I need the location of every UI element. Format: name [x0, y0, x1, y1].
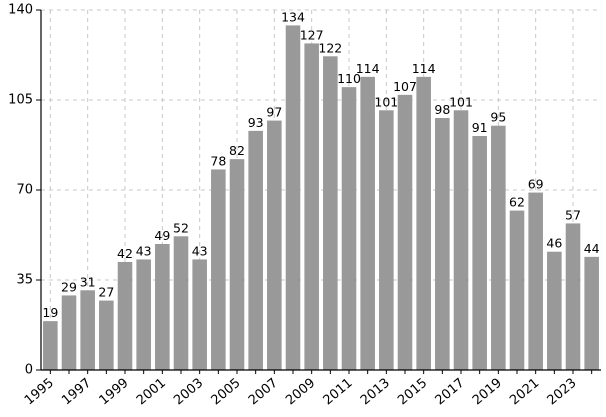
y-tick-label-35: 35 [16, 273, 33, 288]
data-label-2013: 101 [374, 94, 398, 109]
bar-2002 [173, 236, 189, 370]
bar-1996 [61, 295, 77, 370]
bar-2000 [136, 259, 151, 370]
x-tick-label-2001: 2001 [134, 376, 169, 409]
data-label-2009: 127 [300, 27, 324, 42]
y-tick-label-70: 70 [16, 183, 33, 198]
x-tick-label-2021: 2021 [507, 376, 542, 409]
bars [43, 25, 599, 371]
bar-2020 [509, 210, 525, 370]
data-label-2000: 43 [136, 243, 152, 258]
x-tick-label-2019: 2019 [470, 376, 505, 409]
data-label-2017: 101 [449, 94, 473, 109]
x-tick-label-2007: 2007 [246, 376, 281, 409]
bar-2007 [267, 120, 282, 370]
bar-2001 [155, 244, 170, 370]
bar-2004 [211, 169, 226, 370]
bar-1995 [43, 321, 58, 370]
data-label-2014: 107 [393, 79, 417, 94]
data-label-2010: 122 [318, 40, 342, 55]
bar-2003 [192, 259, 207, 370]
data-label-2022: 46 [546, 236, 562, 251]
data-label-1997: 31 [80, 274, 96, 289]
data-label-2008: 134 [281, 9, 305, 24]
x-tick-label-2011: 2011 [321, 376, 356, 409]
x-tick-label-1997: 1997 [59, 376, 94, 409]
bar-2022 [547, 251, 562, 370]
data-label-1995: 19 [42, 305, 58, 320]
x-tick-label-1999: 1999 [97, 376, 132, 409]
bar-2011 [341, 87, 357, 371]
x-tick-label-2013: 2013 [358, 376, 393, 409]
x-tick-label-2023: 2023 [545, 376, 580, 409]
bar-2017 [453, 110, 469, 371]
bar-2016 [435, 118, 450, 370]
bar-2014 [397, 94, 413, 370]
bar-1998 [99, 300, 114, 370]
bar-2013 [379, 110, 394, 371]
data-label-1998: 27 [98, 285, 114, 300]
bar-2023 [565, 223, 581, 370]
y-tick-label-105: 105 [8, 93, 33, 108]
bar-2015 [416, 76, 431, 370]
data-label-2016: 98 [434, 102, 450, 117]
x-axis-ticks: 1995 1997 1999 2001 2003 2005 2007 2009 2011 2013… [22, 370, 593, 409]
data-label-2015: 114 [412, 61, 436, 76]
data-label-2020: 62 [509, 195, 525, 210]
x-tick-label-2015: 2015 [395, 376, 430, 409]
x-tick-label-2003: 2003 [171, 376, 206, 409]
bar-2021 [528, 192, 543, 370]
bar-2008 [285, 25, 301, 371]
y-tick-label-140: 140 [8, 3, 33, 18]
data-label-1999: 42 [117, 246, 133, 261]
bar-2019 [491, 125, 506, 370]
data-label-2024: 44 [584, 241, 600, 256]
data-label-2001: 49 [154, 228, 170, 243]
data-label-2007: 97 [266, 105, 282, 120]
bar-2006 [248, 130, 263, 370]
x-tick-label-2009: 2009 [283, 376, 318, 409]
data-label-2002: 52 [173, 220, 189, 235]
bar-2009 [304, 43, 319, 371]
data-label-2019: 95 [490, 110, 506, 125]
bar-2024 [584, 256, 599, 370]
data-label-2005: 82 [229, 143, 245, 158]
y-axis-ticks: 0 35 70 105 140 [8, 3, 41, 378]
bar-2012 [360, 76, 375, 370]
data-label-2004: 78 [210, 153, 226, 168]
data-label-2006: 93 [248, 115, 264, 130]
bar-2018 [472, 136, 487, 370]
data-label-2011: 110 [337, 71, 361, 86]
x-tick-label-1995: 1995 [22, 376, 57, 409]
y-tick-label-0: 0 [25, 363, 33, 378]
x-tick-label-2017: 2017 [433, 376, 468, 409]
bar-2010 [323, 56, 338, 371]
bar-1999 [117, 262, 133, 370]
data-label-2018: 91 [472, 120, 488, 135]
data-label-2003: 43 [192, 243, 208, 258]
data-label-2012: 114 [356, 61, 380, 76]
bar-1997 [80, 290, 95, 370]
data-label-2021: 69 [528, 177, 544, 192]
bar-2005 [229, 159, 245, 370]
data-label-1996: 29 [61, 279, 77, 294]
data-label-2023: 57 [565, 207, 581, 222]
x-tick-label-2005: 2005 [209, 376, 244, 409]
